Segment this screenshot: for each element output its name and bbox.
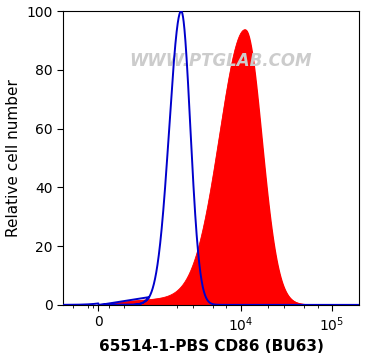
- Y-axis label: Relative cell number: Relative cell number: [5, 79, 20, 237]
- X-axis label: 65514-1-PBS CD86 (BU63): 65514-1-PBS CD86 (BU63): [99, 339, 324, 355]
- Text: WWW.PTGLAB.COM: WWW.PTGLAB.COM: [129, 52, 311, 70]
